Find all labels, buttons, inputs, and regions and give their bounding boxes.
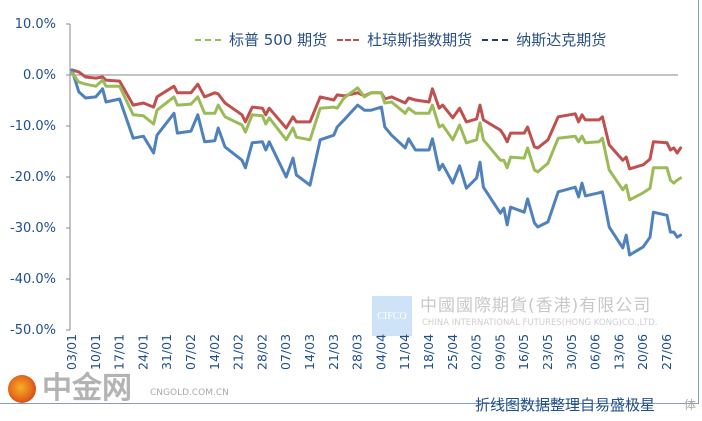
- y-tick-label: -10.0%: [10, 119, 56, 134]
- y-tick-label: -30.0%: [10, 221, 56, 236]
- x-tick-label: 20/06: [635, 334, 650, 370]
- x-tick-label: 23/05: [540, 334, 555, 370]
- y-tick-label: -50.0%: [10, 323, 56, 338]
- x-tick-label: 21/03: [326, 334, 341, 370]
- legend-item-dow: 杜琼斯指数期货: [337, 29, 472, 50]
- x-tick-label: 09/05: [492, 334, 507, 370]
- x-tick-label: 11/04: [397, 334, 412, 370]
- series-line-2: [70, 68, 683, 257]
- x-tick-label: 03/01: [64, 334, 79, 370]
- legend-label-nasdaq: 纳斯达克期货: [516, 31, 607, 49]
- legend-swatch-dow: [337, 38, 360, 41]
- x-tick-label: 04/04: [373, 334, 388, 370]
- x-tick-label: 07/03: [278, 334, 293, 370]
- x-tick-label: 28/02: [254, 334, 269, 370]
- legend-swatch-nasdaq: [482, 38, 509, 41]
- watermark-company-en: CHINA INTERNATIONAL FUTURES(HONG KONG)CO…: [422, 318, 658, 328]
- legend-item-nasdaq: 纳斯达克期货: [482, 29, 606, 50]
- legend-swatch-sp500: [195, 38, 221, 41]
- x-tick-label: 27/06: [659, 334, 674, 370]
- x-tick-label: 06/06: [588, 334, 603, 370]
- x-tick-label: 24/01: [135, 334, 150, 370]
- y-tick-label: 10.0%: [15, 17, 56, 32]
- x-tick-label: 28/03: [350, 334, 365, 370]
- caption-extra: 体: [684, 398, 697, 412]
- legend: 标普 500 期货 杜琼斯指数期货 纳斯达克期货: [195, 29, 606, 50]
- x-tick-label: 10/01: [88, 334, 103, 370]
- legend-item-sp500: 标普 500 期货: [195, 29, 327, 50]
- x-tick-label: 30/05: [564, 334, 579, 370]
- cngold-url: CNGOLD.COM.CN: [150, 388, 229, 398]
- source-caption: 折线图数据整理自易盛极星: [475, 396, 656, 414]
- x-tick-label: 13/06: [611, 334, 626, 370]
- x-tick-label: 21/02: [231, 334, 246, 370]
- x-tick-label: 16/05: [516, 334, 531, 370]
- x-tick-label: 02/05: [469, 334, 484, 370]
- x-tick-label: 18/04: [421, 334, 436, 370]
- x-tick-label: 07/02: [183, 334, 198, 370]
- x-tick-label: 14/03: [302, 334, 317, 370]
- y-tick-label: -40.0%: [10, 272, 56, 287]
- x-tick-label: 31/01: [159, 334, 174, 370]
- x-tick-label: 17/01: [112, 334, 127, 370]
- y-tick-label: -20.0%: [10, 170, 56, 185]
- legend-label-dow: 杜琼斯指数期货: [367, 31, 473, 49]
- series-line-1: [70, 68, 683, 171]
- x-tick-label: 25/04: [445, 334, 460, 370]
- cifco-logo: CIFCO: [372, 296, 412, 336]
- cngold-logo-icon: [8, 375, 36, 403]
- chart-frame: [0, 0, 699, 404]
- y-tick-label: 0.0%: [23, 68, 56, 83]
- watermark-company-cn: 中國國際期貨(香港)有限公司: [420, 296, 652, 316]
- cngold-logo-text: 中金网: [42, 371, 132, 406]
- x-tick-label: 14/02: [207, 334, 222, 370]
- series-line-0: [70, 71, 683, 202]
- legend-label-sp500: 标普 500 期货: [229, 31, 328, 49]
